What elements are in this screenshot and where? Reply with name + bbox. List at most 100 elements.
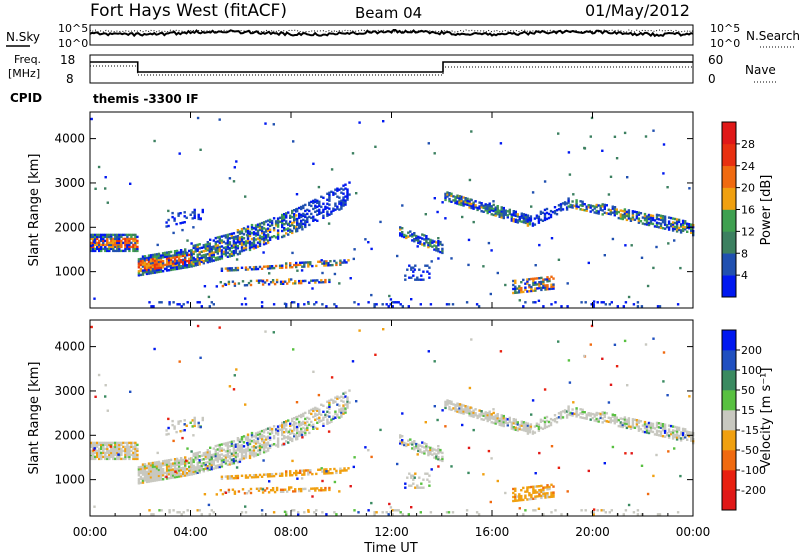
power-cell (412, 266, 415, 269)
velocity-cell (677, 428, 681, 432)
power-cell (285, 212, 288, 215)
velocity-cell (316, 427, 319, 430)
power-cell (256, 223, 260, 226)
power-cell (150, 305, 153, 308)
power-cell (145, 262, 149, 266)
power-cell (270, 265, 274, 268)
velocity-cell (153, 461, 157, 464)
power-cell (157, 262, 161, 266)
power-cell (250, 225, 254, 229)
power-cell (547, 212, 551, 216)
velocity-cell (268, 436, 272, 439)
power-cell (252, 243, 256, 246)
velocity-cell (244, 436, 248, 439)
power-cell (306, 212, 309, 216)
velocity-cell (344, 407, 347, 410)
velocity-cell (630, 452, 633, 455)
power-cell (137, 264, 141, 267)
velocity-cell (266, 437, 270, 440)
power-cell (254, 224, 258, 227)
power-cell (276, 223, 280, 226)
velocity-cell (220, 463, 224, 466)
power-cell (679, 223, 683, 226)
velocity-cell (667, 430, 671, 433)
velocity-cell (559, 417, 563, 420)
power-cell (665, 225, 669, 229)
velocity-cell (221, 492, 225, 496)
power-cell (102, 241, 105, 245)
velocity-cell (322, 424, 325, 427)
power-cell (298, 212, 301, 216)
power-cell (326, 198, 329, 201)
velocity-cell (242, 457, 246, 460)
power-cell (163, 255, 167, 259)
velocity-cell (210, 467, 213, 471)
power-cell (435, 245, 438, 248)
power-cell (240, 241, 244, 245)
power-cell (228, 243, 232, 246)
power-cell (270, 267, 274, 270)
power-cell (268, 236, 272, 239)
power-cell (147, 258, 151, 261)
power-cell (344, 183, 347, 186)
velocity-cell (196, 463, 199, 466)
power-cell (96, 235, 99, 239)
power-cell (599, 208, 602, 212)
power-cell (470, 202, 473, 206)
power-cell (415, 236, 418, 240)
velocity-cell (631, 420, 635, 423)
power-cell (424, 264, 427, 267)
velocity-cell (281, 425, 284, 429)
power-cell (490, 213, 493, 216)
velocity-cell (291, 423, 294, 427)
power-cell (423, 234, 426, 237)
velocity-cell (421, 441, 424, 444)
velocity-cell (297, 471, 300, 475)
power-cell (184, 258, 187, 261)
velocity-cell (518, 499, 521, 502)
velocity-cell (264, 436, 268, 439)
power-cell (549, 209, 553, 213)
velocity-cell (306, 424, 309, 428)
power-cell (661, 221, 665, 224)
velocity-cell (585, 413, 588, 416)
power-cell (264, 265, 268, 268)
power-cell (271, 281, 275, 284)
power-cell (514, 218, 517, 221)
velocity-cell (575, 415, 578, 418)
velocity-cell (508, 418, 511, 422)
velocity-cell (182, 474, 185, 477)
velocity-cell (675, 426, 679, 429)
velocity-cell (92, 455, 95, 459)
colorbar-segment (722, 275, 736, 298)
power-cell (675, 226, 679, 229)
power-cell (199, 217, 202, 221)
power-cell (425, 235, 428, 238)
velocity-cell (226, 463, 230, 466)
velocity-cell (593, 413, 596, 416)
velocity-cell (149, 474, 153, 477)
power-cell (94, 243, 97, 247)
velocity-cell (613, 420, 616, 423)
power-cell (110, 239, 113, 243)
power-cell (662, 143, 666, 146)
velocity-cell (379, 428, 382, 432)
power-cell (264, 228, 268, 231)
power-cell (196, 301, 199, 304)
velocity-cell (216, 448, 219, 451)
velocity-cell (174, 470, 177, 473)
velocity-cell (234, 474, 238, 478)
power-cell (167, 259, 171, 262)
power-cell (496, 207, 499, 210)
velocity-cell (404, 482, 407, 485)
power-cell (334, 192, 337, 195)
velocity-cell (530, 493, 533, 497)
power-cell (567, 205, 570, 208)
power-cell (342, 200, 345, 203)
velocity-cell (317, 468, 320, 471)
power-cell (136, 249, 139, 253)
velocity-cell (413, 448, 416, 451)
power-cell (153, 269, 157, 272)
velocity-cell (300, 431, 303, 435)
power-cell (500, 210, 503, 213)
